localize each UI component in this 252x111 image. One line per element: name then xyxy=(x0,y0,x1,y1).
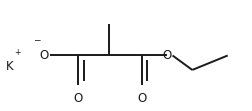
Text: −: − xyxy=(33,35,40,44)
Text: K: K xyxy=(6,60,14,73)
Text: O: O xyxy=(162,49,171,62)
Text: O: O xyxy=(74,92,83,105)
Text: O: O xyxy=(137,92,146,105)
Text: +: + xyxy=(14,48,21,57)
Text: O: O xyxy=(40,49,49,62)
